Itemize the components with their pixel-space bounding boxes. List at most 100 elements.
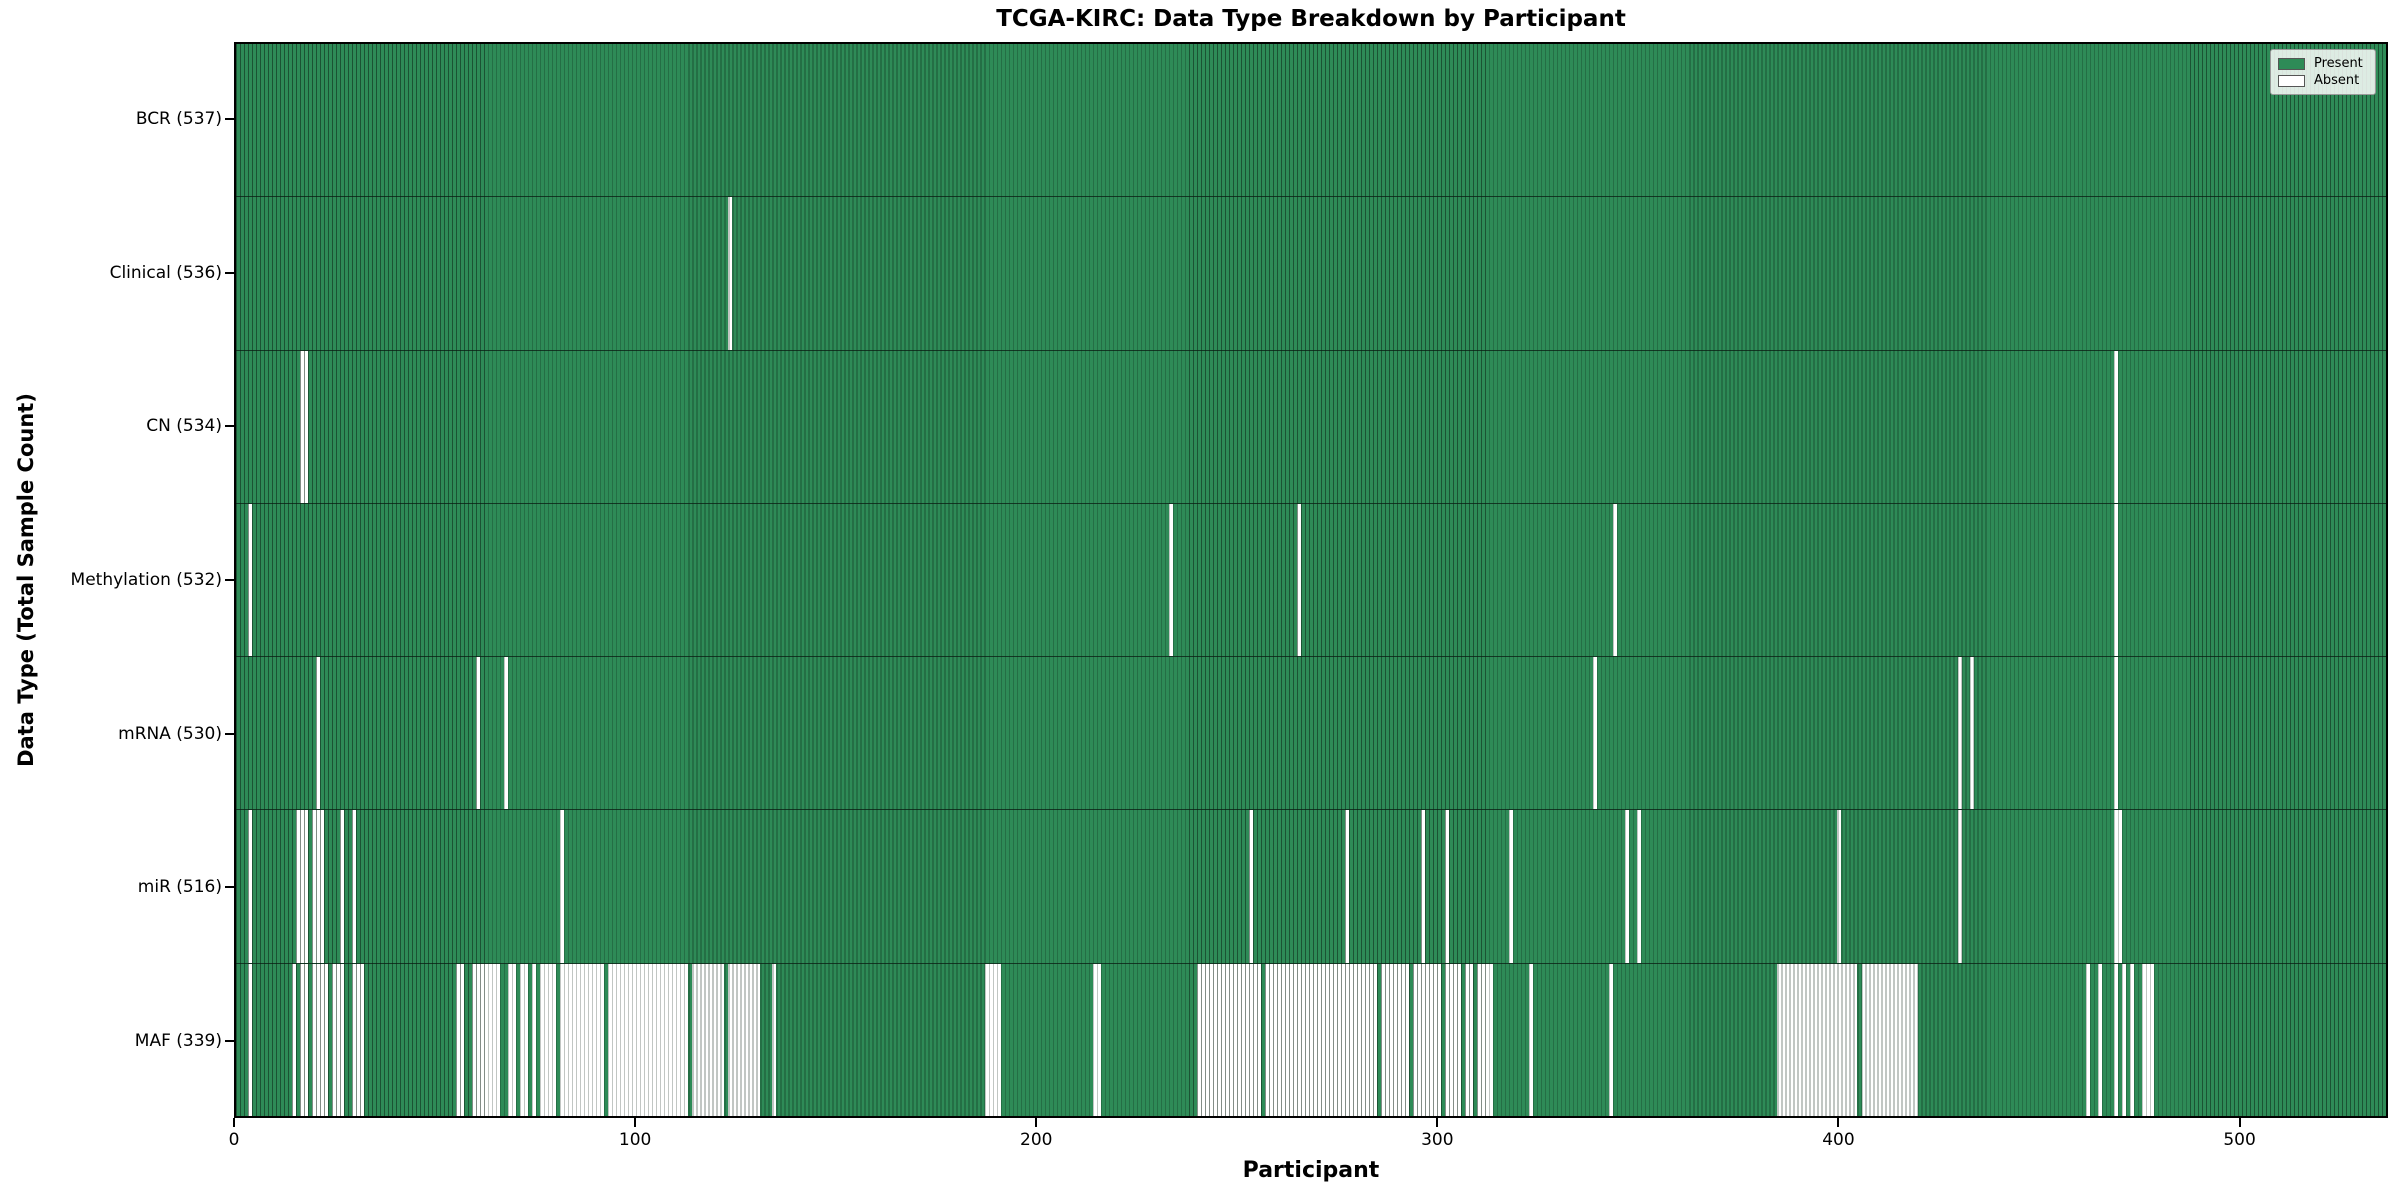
y-tick-label-mrna: mRNA (530) bbox=[118, 723, 222, 744]
absent-segment bbox=[300, 350, 309, 503]
absent-segment bbox=[2113, 503, 2118, 657]
row-mrna bbox=[236, 656, 2386, 810]
x-tick-label: 200 bbox=[1020, 1130, 1053, 1150]
absent-segment bbox=[2113, 350, 2118, 503]
x-tick-mark bbox=[2238, 1118, 2241, 1127]
absent-segment bbox=[1477, 963, 1494, 1116]
absent-segment bbox=[300, 963, 309, 1116]
absent-segment bbox=[772, 963, 777, 1116]
absent-segment bbox=[2113, 810, 2122, 963]
present-swatch-icon bbox=[2278, 57, 2305, 70]
y-tick-mark bbox=[225, 271, 234, 274]
row-clinical bbox=[236, 196, 2386, 350]
x-tick-mark bbox=[1035, 1118, 1038, 1127]
absent-segment bbox=[1465, 963, 1474, 1116]
absent-swatch-icon bbox=[2278, 74, 2305, 87]
absent-segment bbox=[1196, 963, 1261, 1116]
absent-segment bbox=[2113, 657, 2118, 810]
absent-segment bbox=[508, 963, 517, 1116]
y-tick-mark bbox=[225, 732, 234, 735]
absent-segment bbox=[1529, 963, 1534, 1116]
absent-segment bbox=[1509, 810, 1514, 963]
absent-segment bbox=[312, 963, 329, 1116]
row-bcr bbox=[236, 44, 2386, 197]
absent-segment bbox=[296, 810, 309, 963]
absent-segment bbox=[728, 963, 761, 1116]
y-tick-label-cn: CN (534) bbox=[146, 416, 222, 437]
absent-segment bbox=[2141, 963, 2154, 1116]
absent-segment bbox=[1445, 963, 1462, 1116]
absent-segment bbox=[2113, 963, 2118, 1116]
absent-segment bbox=[292, 963, 297, 1116]
absent-segment bbox=[1381, 963, 1410, 1116]
absent-segment bbox=[1092, 963, 1101, 1116]
x-tick-mark bbox=[634, 1118, 637, 1127]
absent-segment bbox=[560, 810, 565, 963]
absent-segment bbox=[316, 657, 321, 810]
y-axis-title: Data Type (Total Sample Count) bbox=[14, 393, 38, 767]
absent-segment bbox=[1777, 963, 1858, 1116]
x-tick-label: 500 bbox=[2223, 1130, 2256, 1150]
absent-segment bbox=[1609, 963, 1614, 1116]
plot-area: Present Absent bbox=[234, 42, 2388, 1118]
absent-segment bbox=[352, 963, 365, 1116]
absent-segment bbox=[1413, 963, 1442, 1116]
absent-segment bbox=[2121, 963, 2126, 1116]
x-tick-label: 300 bbox=[1421, 1130, 1454, 1150]
y-tick-label-bcr: BCR (537) bbox=[135, 108, 222, 129]
absent-segment bbox=[532, 963, 537, 1116]
legend-label-absent: Absent bbox=[2314, 73, 2360, 88]
y-tick-mark bbox=[225, 886, 234, 889]
y-tick-mark bbox=[225, 117, 234, 120]
x-tick-label: 100 bbox=[618, 1130, 652, 1150]
absent-segment bbox=[248, 810, 252, 963]
y-tick-label-mir: miR (516) bbox=[137, 877, 222, 898]
x-axis-title: Participant bbox=[1242, 1158, 1380, 1183]
y-tick-mark bbox=[225, 579, 234, 581]
absent-segment bbox=[332, 963, 345, 1116]
y-tick-mark bbox=[225, 1040, 234, 1043]
absent-segment bbox=[1957, 657, 1962, 810]
absent-segment bbox=[1345, 810, 1350, 963]
legend-item-present: Present bbox=[2278, 55, 2368, 72]
absent-segment bbox=[1296, 503, 1301, 657]
absent-segment bbox=[1248, 810, 1253, 963]
absent-segment bbox=[248, 963, 252, 1116]
absent-segment bbox=[456, 963, 465, 1116]
absent-segment bbox=[608, 963, 689, 1116]
legend-label-present: Present bbox=[2314, 56, 2363, 71]
absent-segment bbox=[692, 963, 725, 1116]
y-tick-mark bbox=[225, 425, 234, 428]
absent-segment bbox=[352, 810, 357, 963]
row-cn bbox=[236, 349, 2386, 503]
x-tick-mark bbox=[233, 1118, 235, 1127]
absent-segment bbox=[248, 503, 252, 657]
absent-segment bbox=[1861, 963, 1918, 1116]
absent-segment bbox=[2129, 963, 2134, 1116]
absent-segment bbox=[984, 963, 1001, 1116]
heatmap-rows bbox=[236, 44, 2386, 1116]
y-tick-label-maf: MAF (339) bbox=[134, 1031, 222, 1052]
absent-segment bbox=[1625, 810, 1630, 963]
legend-item-absent: Absent bbox=[2278, 72, 2368, 89]
x-tick-label: 400 bbox=[1822, 1130, 1855, 1150]
absent-segment bbox=[1969, 657, 1974, 810]
y-tick-label-methylation: Methylation (532) bbox=[70, 570, 222, 590]
absent-segment bbox=[2085, 963, 2090, 1116]
x-tick-label: 0 bbox=[228, 1130, 240, 1150]
absent-segment bbox=[1957, 810, 1962, 963]
absent-segment bbox=[540, 963, 557, 1116]
absent-segment bbox=[1593, 657, 1598, 810]
absent-segment bbox=[312, 810, 325, 963]
chart-title: TCGA-KIRC: Data Type Breakdown by Partic… bbox=[996, 6, 1626, 32]
absent-segment bbox=[476, 657, 481, 810]
absent-segment bbox=[340, 810, 345, 963]
x-tick-mark bbox=[1436, 1118, 1439, 1127]
absent-segment bbox=[1264, 963, 1378, 1116]
absent-segment bbox=[1445, 810, 1450, 963]
x-tick-mark bbox=[1837, 1118, 1840, 1127]
absent-segment bbox=[560, 963, 605, 1116]
absent-segment bbox=[472, 963, 501, 1116]
absent-segment bbox=[2097, 963, 2102, 1116]
